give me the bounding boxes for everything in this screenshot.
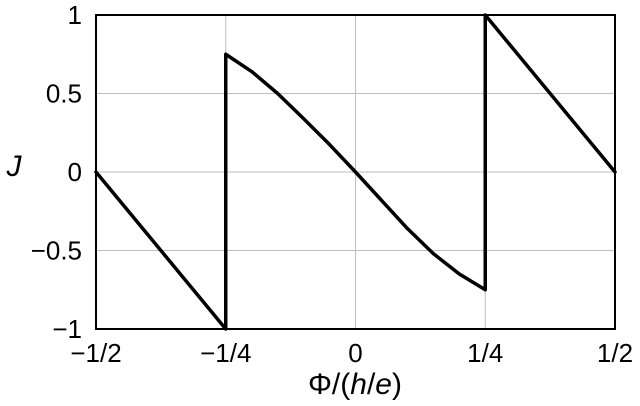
x-tick-label: 1/4 (467, 338, 503, 368)
x-tick-label: 0 (348, 338, 362, 368)
x-tick-labels: −1/2 −1/4 0 1/4 1/2 (70, 338, 633, 368)
y-tick-label: 0 (68, 157, 82, 187)
series-line (94, 13, 617, 331)
y-tick-label: 0.5 (46, 79, 82, 109)
y-axis-label: J (6, 150, 23, 183)
x-tick-label: −1/4 (200, 338, 251, 368)
x-tick-label: −1/2 (70, 338, 121, 368)
y-tick-label: −0.5 (31, 236, 82, 266)
y-tick-labels: 1 0.5 0 −0.5 −1 (31, 0, 82, 344)
y-tick-label: 1 (68, 0, 82, 30)
y-tick-label: −1 (52, 314, 82, 344)
x-tick-label: 1/2 (597, 338, 633, 368)
x-axis-label: Φ/(h/e) (308, 368, 402, 401)
plot-frame (95, 14, 616, 330)
